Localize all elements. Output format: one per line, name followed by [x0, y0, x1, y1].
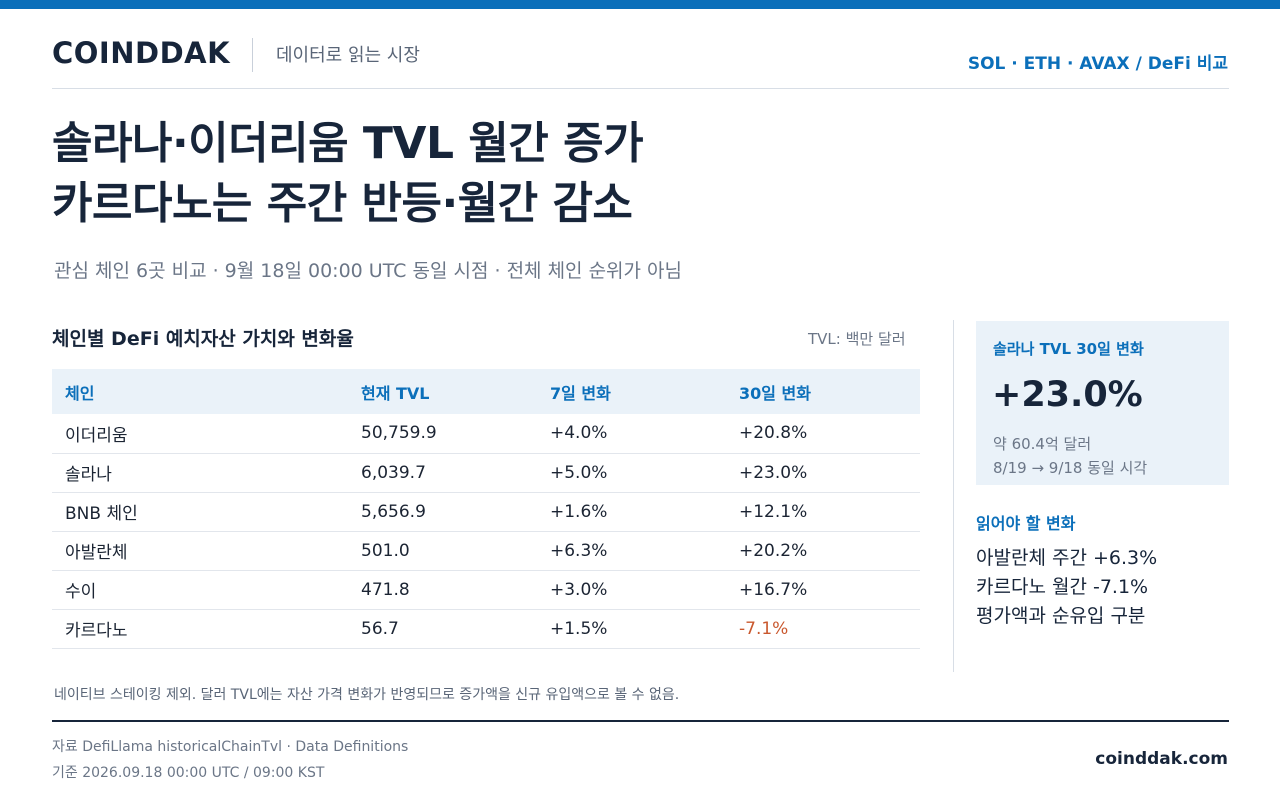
cell-change-30d: +12.1% — [739, 492, 920, 532]
tvl-table: 체인 현재 TVL 7일 변화 30일 변화 이더리움 50,759.9 +4.… — [52, 369, 920, 649]
read-section-title: 읽어야 할 변화 — [976, 514, 1076, 533]
table-row: 수이 471.8 +3.0% +16.7% — [52, 570, 920, 610]
headline: 솔라나·이더리움 TVL 월간 증가 카르다노는 주간 반등·월간 감소 — [52, 114, 1152, 234]
topic-link[interactable]: SOL · ETH · AVAX / DeFi 비교 — [967, 54, 1228, 74]
cell-chain: 이더리움 — [52, 414, 361, 454]
table-title: 체인별 DeFi 예치자산 가치와 변화율 — [52, 328, 354, 350]
kpi-label: 솔라나 TVL 30일 변화 — [993, 340, 1144, 358]
cell-change-30d: +16.7% — [739, 570, 920, 610]
site-link[interactable]: coinddak.com — [1095, 749, 1228, 769]
cell-tvl: 6,039.7 — [361, 453, 550, 493]
footer-divider — [52, 720, 1229, 722]
cell-tvl: 56.7 — [361, 609, 550, 649]
brand-divider — [252, 38, 253, 72]
cell-change-30d-negative: -7.1% — [739, 609, 920, 649]
top-accent-bar — [0, 0, 1280, 9]
brand-tagline: 데이터로 읽는 시장 — [276, 45, 420, 66]
list-item: 평가액과 순유입 구분 — [976, 605, 1146, 627]
cell-change-7d: +1.5% — [550, 609, 739, 649]
read-list: 아발란체 주간 +6.3% 카르다노 월간 -7.1% 평가액과 순유입 구분 — [976, 544, 1157, 631]
cell-change-7d: +3.0% — [550, 570, 739, 610]
table-row: 솔라나 6,039.7 +5.0% +23.0% — [52, 453, 920, 493]
basis-time: 기준 2026.09.18 00:00 UTC / 09:00 KST — [52, 765, 325, 781]
headline-line-2: 카르다노는 주간 반등·월간 감소 — [52, 178, 633, 229]
brand-logo[interactable]: COINDDAK — [52, 36, 231, 70]
column-divider — [953, 320, 954, 672]
column-header-7d: 7일 변화 — [550, 369, 739, 414]
column-header-chain: 체인 — [52, 369, 361, 414]
table-row: 카르다노 56.7 +1.5% -7.1% — [52, 609, 920, 649]
table-header-row: 체인 현재 TVL 7일 변화 30일 변화 — [52, 369, 920, 414]
table-row: BNB 체인 5,656.9 +1.6% +12.1% — [52, 492, 920, 532]
cell-change-7d: +6.3% — [550, 531, 739, 571]
kpi-amount: 약 60.4억 달러 — [993, 435, 1092, 453]
footnote: 네이티브 스테이킹 제외. 달러 TVL에는 자산 가격 변화가 반영되므로 증… — [54, 687, 680, 703]
cell-chain: BNB 체인 — [52, 492, 361, 532]
table-row: 이더리움 50,759.9 +4.0% +20.8% — [52, 414, 920, 454]
cell-change-7d: +4.0% — [550, 414, 739, 454]
column-header-30d: 30일 변화 — [739, 369, 920, 414]
kpi-period: 8/19 → 9/18 동일 시각 — [993, 459, 1148, 477]
cell-change-7d: +5.0% — [550, 453, 739, 493]
cell-change-30d: +20.8% — [739, 414, 920, 454]
cell-change-30d: +20.2% — [739, 531, 920, 571]
cell-tvl: 501.0 — [361, 531, 550, 571]
kpi-value: +23.0% — [992, 375, 1143, 415]
subheadline: 관심 체인 6곳 비교 · 9월 18일 00:00 UTC 동일 시점 · 전… — [54, 260, 683, 282]
cell-change-30d: +23.0% — [739, 453, 920, 493]
cell-change-7d: +1.6% — [550, 492, 739, 532]
cell-tvl: 471.8 — [361, 570, 550, 610]
cell-chain: 카르다노 — [52, 609, 361, 649]
cell-chain: 솔라나 — [52, 453, 361, 493]
table-unit-note: TVL: 백만 달러 — [808, 330, 906, 348]
cell-tvl: 50,759.9 — [361, 414, 550, 454]
cell-chain: 아발란체 — [52, 531, 361, 571]
header-divider — [52, 88, 1229, 89]
kpi-card: 솔라나 TVL 30일 변화 +23.0% 약 60.4억 달러 8/19 → … — [976, 321, 1229, 485]
cell-chain: 수이 — [52, 570, 361, 610]
cell-tvl: 5,656.9 — [361, 492, 550, 532]
table-row: 아발란체 501.0 +6.3% +20.2% — [52, 531, 920, 571]
column-header-tvl: 현재 TVL — [361, 369, 550, 414]
list-item: 아발란체 주간 +6.3% — [976, 547, 1158, 569]
list-item: 카르다노 월간 -7.1% — [976, 576, 1149, 598]
source-note: 자료 DefiLlama historicalChainTvl · Data D… — [52, 739, 409, 755]
headline-line-1: 솔라나·이더리움 TVL 월간 증가 — [52, 118, 644, 169]
